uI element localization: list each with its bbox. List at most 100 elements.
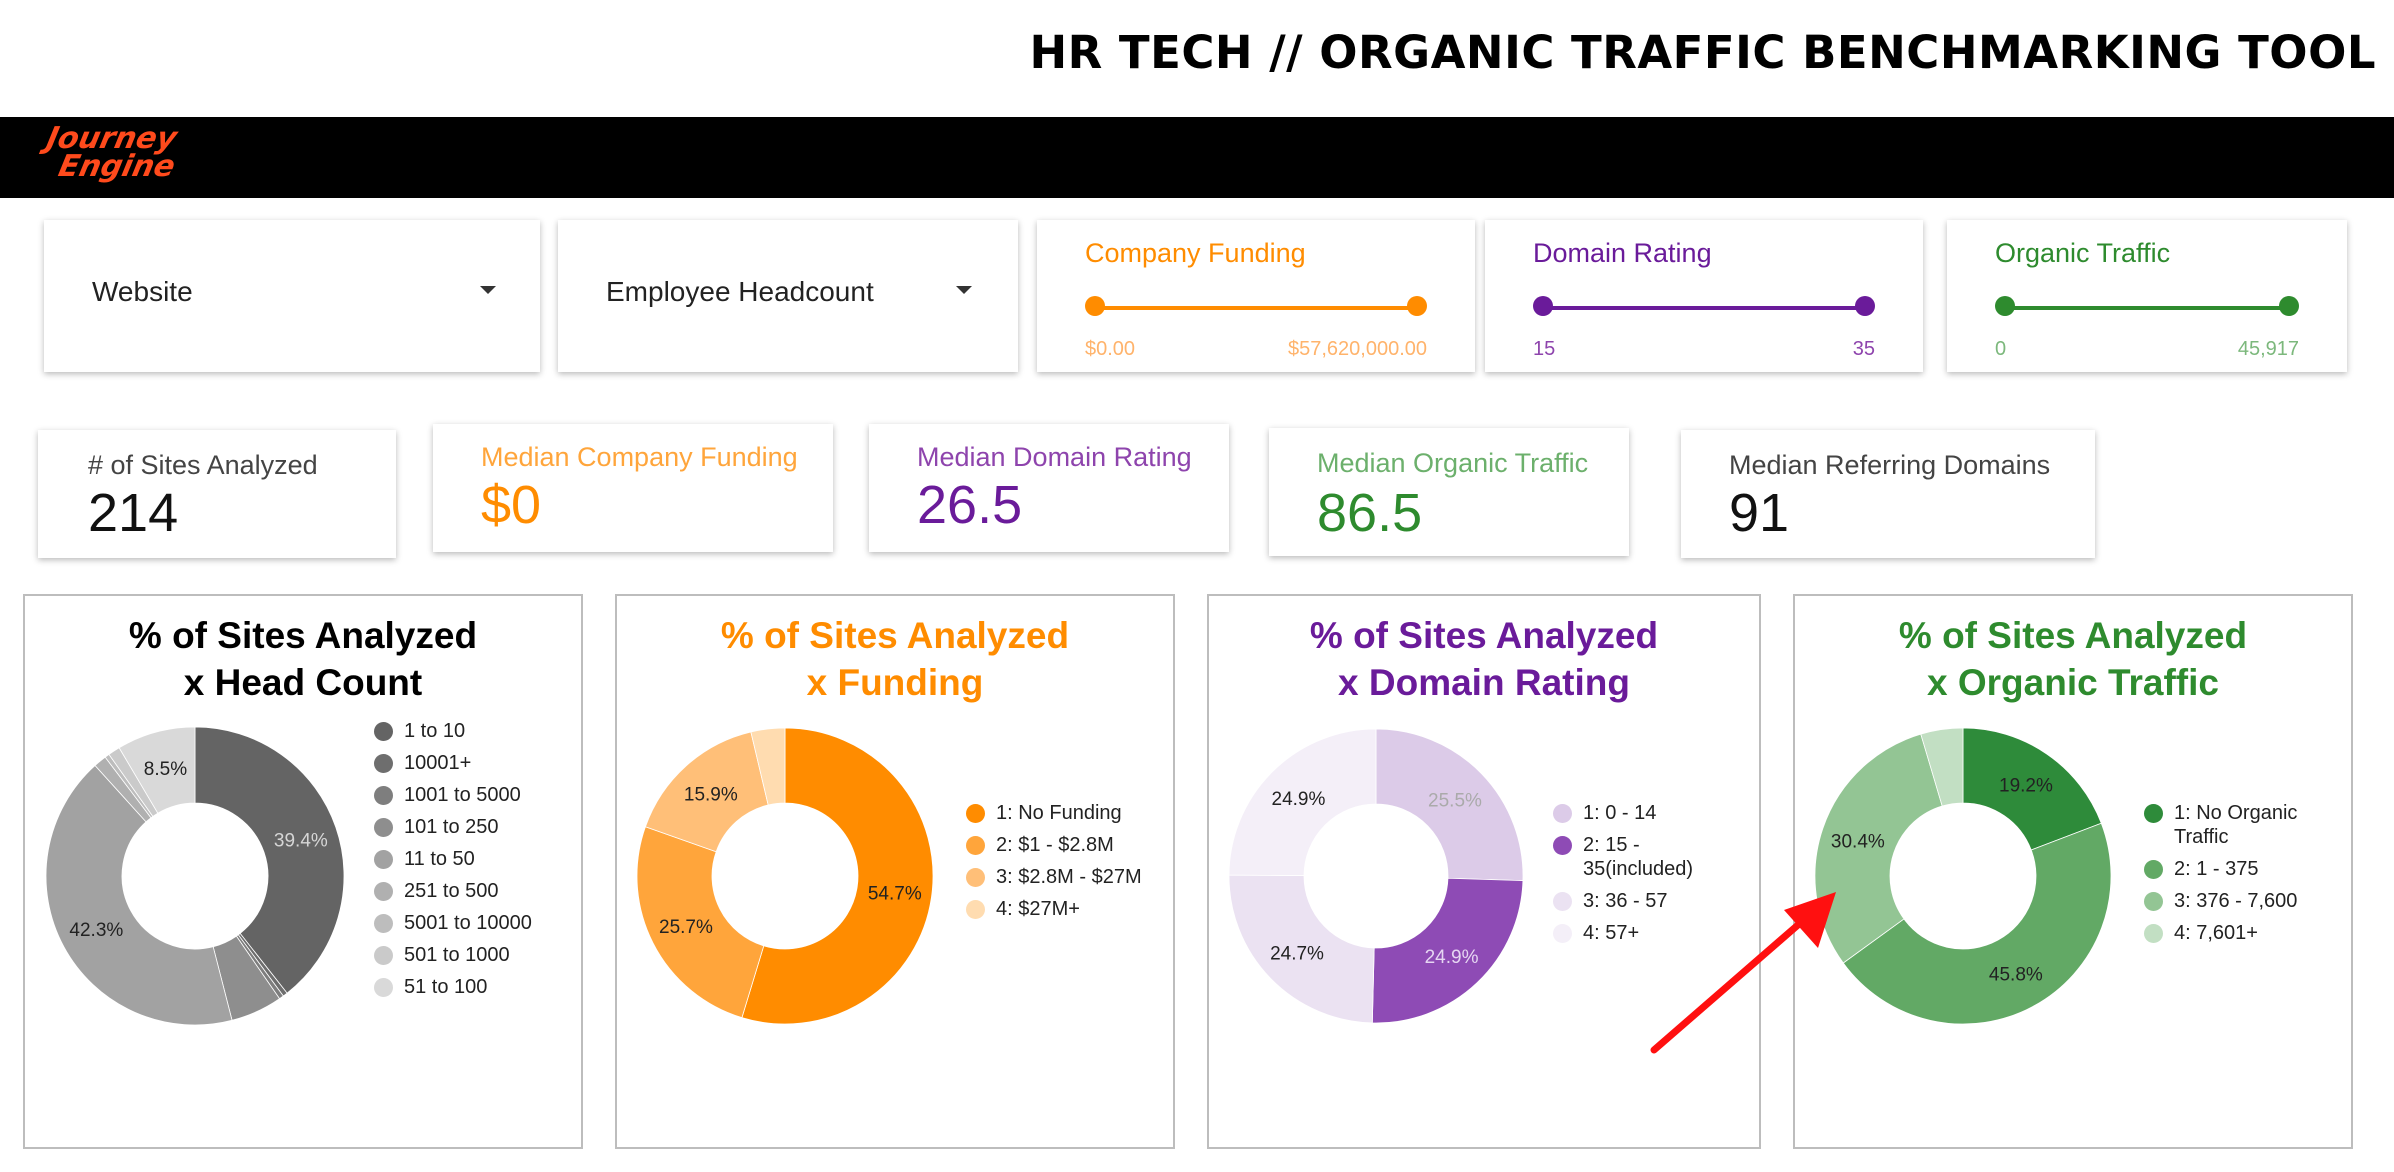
slice-data-label: 25.7% xyxy=(659,917,713,938)
kpi-value: 26.5 xyxy=(917,475,1023,535)
legend-label: 1: No Funding xyxy=(996,802,1122,824)
donut-slice xyxy=(1375,728,1524,882)
legend-item: 251 to 500 xyxy=(374,879,532,903)
domain-rating-max-value: 35 xyxy=(1852,338,1875,360)
kpi-label: Median Organic Traffic xyxy=(1317,448,1589,478)
legend-label: 3: $2.8M - $27M xyxy=(996,866,1142,888)
headcount-chart-panel: % of Sites Analyzed x Head Count 39.4% 42… xyxy=(23,594,583,1149)
legend-item: 2: 15 - 35(included) xyxy=(1553,833,1713,881)
legend-item: 1: No Funding xyxy=(966,801,1142,825)
kpi-label: # of Sites Analyzed xyxy=(88,450,318,480)
donut-slice xyxy=(1228,874,1375,1024)
legend-label: 4: $27M+ xyxy=(996,898,1080,920)
domain-rating-slider-title: Domain Rating xyxy=(1533,238,1712,268)
employee-headcount-dropdown-label: Employee Headcount xyxy=(606,276,874,307)
domain-rating-slider[interactable]: Domain Rating 15 35 xyxy=(1485,220,1923,372)
kpi-median-company-funding: Median Company Funding $0 xyxy=(433,424,833,552)
legend-swatch xyxy=(966,836,985,855)
chevron-down-icon xyxy=(956,286,972,294)
kpi-value: $0 xyxy=(481,475,542,535)
chart-legend: 1: No Organic Traffic 2: 1 - 375 3: 376 - … xyxy=(2144,801,2324,953)
slice-data-label: 42.3% xyxy=(69,920,123,941)
legend-item: 1: 0 - 14 xyxy=(1553,801,1713,825)
legend-item: 51 to 100 xyxy=(374,975,532,999)
legend-swatch xyxy=(374,978,393,997)
domain-rating-min-handle[interactable] xyxy=(1533,296,1553,316)
slice-data-label: 19.2% xyxy=(1999,776,2053,797)
legend-swatch xyxy=(374,722,393,741)
legend-swatch xyxy=(374,850,393,869)
kpi-median-referring-domains: Median Referring Domains 91 xyxy=(1681,430,2095,558)
legend-item: 1001 to 5000 xyxy=(374,783,532,807)
funding-chart-panel: % of Sites Analyzed x Funding 54.7% 25.7%… xyxy=(615,594,1175,1149)
legend-label: 2: 1 - 375 xyxy=(2174,858,2259,880)
slice-data-label: 15.9% xyxy=(684,784,738,805)
company-funding-slider-track xyxy=(1095,306,1417,310)
company-funding-min-handle[interactable] xyxy=(1085,296,1105,316)
chart-title: % of Sites Analyzed x Organic Traffic xyxy=(1898,615,2248,703)
legend-label: 501 to 1000 xyxy=(404,944,510,966)
legend-label: 10001+ xyxy=(404,752,472,774)
chart-legend: 1: 0 - 14 2: 15 - 35(included) 3: 36 - 57 4… xyxy=(1553,801,1713,953)
slice-data-label: 30.4% xyxy=(1831,831,1885,852)
legend-item: 1: No Organic Traffic xyxy=(2144,801,2324,849)
legend-swatch xyxy=(966,868,985,887)
website-dropdown-label: Website xyxy=(92,276,193,307)
kpi-label: Median Company Funding xyxy=(481,442,798,472)
slice-data-label: 24.7% xyxy=(1270,944,1324,965)
organic-traffic-slider[interactable]: Organic Traffic 0 45,917 xyxy=(1947,220,2347,372)
legend-swatch xyxy=(374,914,393,933)
legend-label: 101 to 250 xyxy=(404,816,499,838)
donut-slice xyxy=(118,726,196,814)
legend-label: 1: 0 - 14 xyxy=(1583,802,1657,824)
legend-item: 10001+ xyxy=(374,751,532,775)
domain-rating-max-handle[interactable] xyxy=(1855,296,1875,316)
company-funding-slider[interactable]: Company Funding $0.00 $57,620,000.00 xyxy=(1037,220,1475,372)
legend-swatch xyxy=(374,946,393,965)
legend-item: 3: 376 - 7,600 xyxy=(2144,889,2324,913)
company-funding-max-value: $57,620,000.00 xyxy=(1287,338,1427,360)
legend-item: 4: $27M+ xyxy=(966,897,1142,921)
donut-slice xyxy=(1371,877,1524,1024)
domain-rating-slider-track xyxy=(1543,306,1865,310)
legend-swatch xyxy=(374,786,393,805)
funding-donut-chart: 54.7% 25.7% 15.9% xyxy=(636,727,934,1025)
company-funding-max-handle[interactable] xyxy=(1407,296,1427,316)
slice-data-label: 45.8% xyxy=(1989,965,2043,986)
employee-headcount-dropdown[interactable]: Employee Headcount xyxy=(558,220,1018,372)
kpi-sites-analyzed: # of Sites Analyzed 214 xyxy=(38,430,396,558)
donut-slice xyxy=(1842,822,2112,1025)
annotation-arrow-line xyxy=(1650,914,1810,1054)
legend-swatch xyxy=(1553,836,1572,855)
legend-item: 3: 36 - 57 xyxy=(1553,889,1713,913)
legend-label: 3: 36 - 57 xyxy=(1583,890,1668,912)
donut-slice xyxy=(636,826,765,1019)
journey-engine-logo: Journey Engine xyxy=(43,121,180,184)
legend-label: 1 to 10 xyxy=(404,720,466,742)
organic-traffic-min-handle[interactable] xyxy=(1995,296,2015,316)
slice-data-label: 54.7% xyxy=(868,883,922,904)
slice-data-label: 25.5% xyxy=(1428,790,1482,811)
legend-swatch xyxy=(374,818,393,837)
website-dropdown[interactable]: Website xyxy=(44,220,540,372)
legend-label: 4: 7,601+ xyxy=(2174,922,2258,944)
legend-swatch xyxy=(2144,804,2163,823)
legend-item: 3: $2.8M - $27M xyxy=(966,865,1142,889)
legend-label: 3: 376 - 7,600 xyxy=(2174,890,2298,912)
legend-label: 51 to 100 xyxy=(404,976,488,998)
organic-traffic-max-value: 45,917 xyxy=(2237,338,2299,360)
legend-swatch xyxy=(1553,804,1572,823)
organic-traffic-max-handle[interactable] xyxy=(2279,296,2299,316)
legend-label: 5001 to 10000 xyxy=(404,912,532,934)
chart-legend: 1: No Funding 2: $1 - $2.8M 3: $2.8M - $27… xyxy=(966,801,1142,929)
slice-data-label: 24.9% xyxy=(1425,947,1479,968)
chart-legend: 1 to 10 10001+ 1001 to 5000 101 to 250 11 to… xyxy=(374,719,532,1007)
kpi-median-organic-traffic: Median Organic Traffic 86.5 xyxy=(1269,428,1629,556)
chart-title: % of Sites Analyzed x Funding xyxy=(720,615,1070,703)
organic-traffic-slider-title: Organic Traffic xyxy=(1995,238,2171,268)
legend-item: 4: 57+ xyxy=(1553,921,1713,945)
legend-item: 501 to 1000 xyxy=(374,943,532,967)
legend-item: 4: 7,601+ xyxy=(2144,921,2324,945)
kpi-value: 91 xyxy=(1729,483,1790,543)
legend-item: 11 to 50 xyxy=(374,847,532,871)
